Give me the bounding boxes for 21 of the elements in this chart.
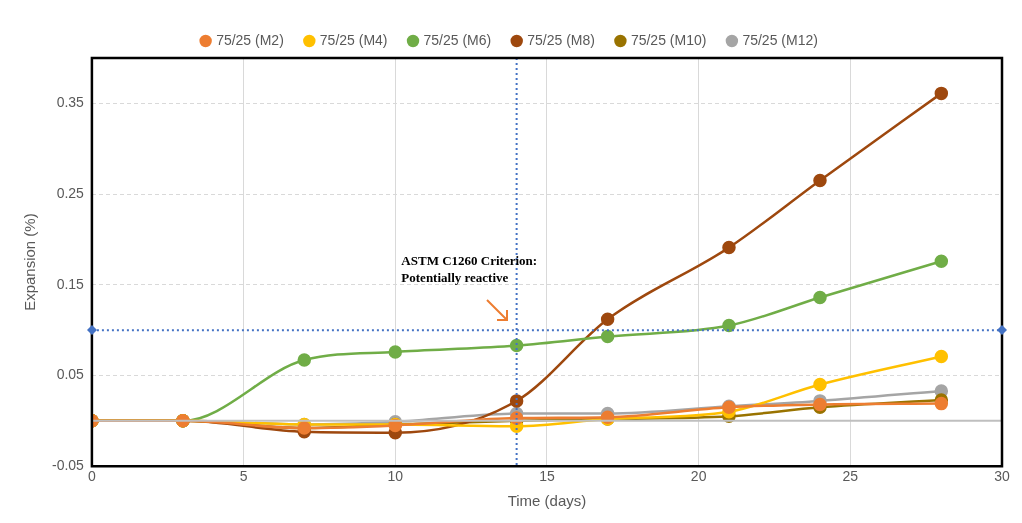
- x-tick-label: 0: [88, 468, 97, 485]
- y-axis-title: Expansion (%): [21, 213, 39, 311]
- y-tick-label: 0.15: [56, 275, 85, 292]
- x-tick-label: 15: [539, 468, 555, 485]
- y-tick-label: 0.35: [56, 94, 85, 111]
- annotation: ASTM C1260 Criterion: Potentially reactive: [401, 253, 538, 286]
- legend-label: 75/25 (M10): [630, 31, 707, 48]
- x-axis-title: Time (days): [507, 492, 587, 510]
- legend-label: 75/25 (M4): [319, 31, 388, 48]
- legend-label: 75/25 (M8): [527, 31, 595, 48]
- x-tick-label: 20: [690, 468, 707, 485]
- x-tick-label: 30: [994, 468, 1010, 485]
- x-tick-label: 10: [387, 468, 404, 485]
- legend-label: 75/25 (M2): [216, 31, 284, 48]
- x-tick-label: 5: [239, 468, 248, 485]
- y-tick-label: -0.05: [51, 457, 85, 474]
- y-tick-label: 0.05: [56, 366, 85, 383]
- y-tick-label: 0.25: [56, 184, 85, 201]
- legend-label: 75/25 (M6): [423, 31, 492, 48]
- legend-label: 75/25 (M12): [742, 31, 818, 48]
- x-tick-label: 25: [842, 468, 859, 485]
